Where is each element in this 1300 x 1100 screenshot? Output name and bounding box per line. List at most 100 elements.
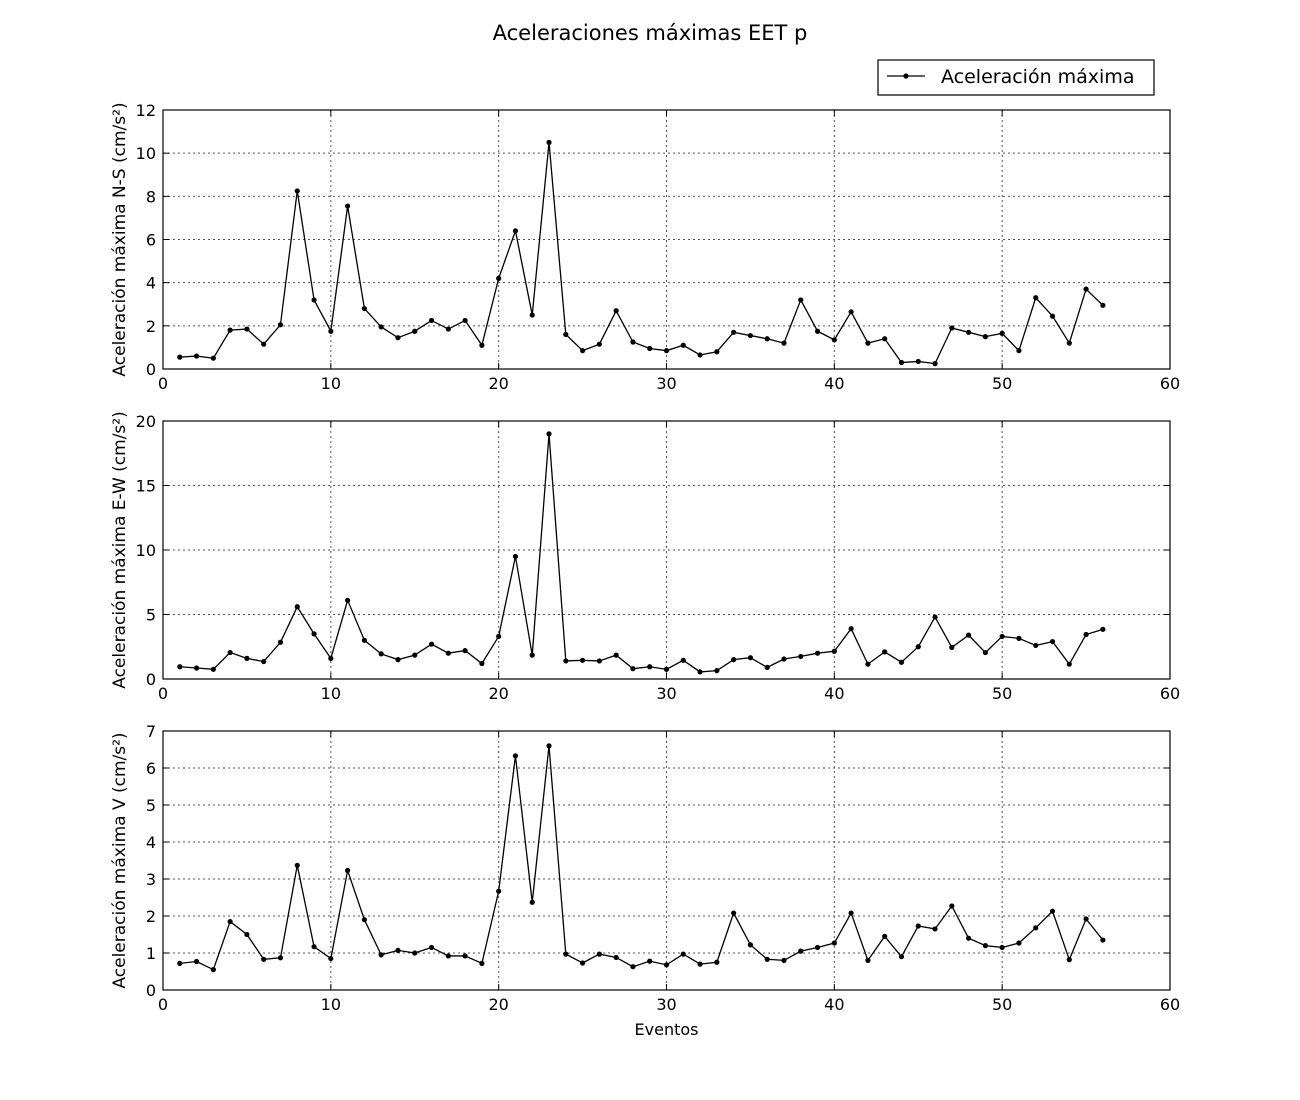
data-point — [579, 960, 586, 966]
data-point — [982, 649, 988, 656]
data-point — [1083, 631, 1089, 638]
y-tick-label: 3 — [146, 870, 156, 889]
x-tick-label: 10 — [321, 684, 341, 703]
data-point — [1066, 661, 1072, 667]
data-point — [261, 341, 267, 347]
x-tick-label: 30 — [656, 684, 676, 703]
x-tick-label: 20 — [488, 374, 508, 393]
data-point — [865, 340, 871, 346]
data-point — [814, 944, 821, 951]
data-point — [731, 657, 737, 663]
data-point — [999, 944, 1005, 951]
data-point — [613, 954, 619, 961]
data-point — [529, 899, 535, 905]
data-point — [244, 655, 250, 661]
subplot-v: 0 10 20 30 40 50 60 0 1 2 3 4 5 6 7 Aceleración máxima … — [110, 722, 1180, 1039]
data-point — [512, 553, 519, 560]
data-point — [882, 336, 888, 342]
data-point — [714, 349, 720, 355]
data-point — [1033, 925, 1039, 931]
data-point — [328, 955, 334, 962]
x-tick-label: 10 — [321, 995, 341, 1014]
data-point — [512, 228, 519, 234]
data-point — [915, 923, 921, 929]
data-point — [764, 336, 770, 342]
data-point — [663, 666, 670, 672]
data-point — [311, 297, 317, 303]
y-tick-label: 4 — [146, 274, 156, 293]
x-tick-label: 0 — [158, 374, 168, 393]
data-point — [781, 340, 787, 346]
y-tick-label: 4 — [146, 833, 156, 852]
x-tick-label: 40 — [824, 684, 844, 703]
data-point — [193, 958, 200, 965]
x-tick-label: 60 — [1160, 374, 1180, 393]
data-point — [1049, 313, 1056, 319]
data-point — [1016, 940, 1022, 946]
data-point — [865, 957, 871, 964]
data-point — [261, 956, 267, 962]
data-point — [546, 431, 552, 437]
data-point — [848, 626, 854, 632]
data-point — [932, 361, 938, 367]
data-point — [512, 753, 519, 759]
data-point — [798, 653, 804, 660]
data-point — [378, 952, 384, 958]
data-point — [798, 948, 804, 954]
data-point — [966, 632, 972, 638]
data-point — [731, 910, 737, 916]
data-point — [1066, 957, 1072, 963]
data-point — [898, 659, 905, 665]
data-point — [277, 639, 284, 645]
data-point — [345, 597, 351, 603]
legend: Aceleración máxima — [877, 59, 1155, 96]
y-tick-label: 5 — [146, 796, 156, 815]
data-point — [462, 317, 468, 324]
data-point — [328, 655, 334, 661]
data-point — [395, 335, 401, 341]
data-point — [697, 961, 703, 967]
data-point — [814, 650, 821, 656]
series-line — [179, 433, 1104, 673]
data-point — [177, 664, 183, 670]
data-point — [966, 329, 972, 335]
data-point — [479, 660, 485, 667]
y-tick-label: 12 — [136, 101, 156, 120]
data-point — [747, 655, 754, 661]
data-point — [496, 275, 502, 281]
legend-marker-swatch — [903, 73, 909, 79]
y-tick-label: 8 — [146, 187, 156, 206]
data-point — [193, 665, 200, 671]
data-point — [462, 953, 468, 959]
data-point — [1083, 916, 1089, 922]
data-point — [848, 910, 854, 916]
data-point — [596, 658, 602, 664]
data-point — [663, 348, 670, 354]
data-point — [781, 656, 787, 662]
data-point — [747, 942, 754, 948]
data-point — [647, 664, 653, 670]
data-point — [277, 322, 284, 328]
x-tick-label: 30 — [656, 995, 676, 1014]
data-point — [647, 958, 653, 964]
data-point — [949, 644, 955, 650]
y-tick-label: 20 — [136, 412, 156, 431]
data-point — [1033, 295, 1039, 301]
data-point — [328, 328, 334, 334]
data-point — [882, 649, 888, 655]
data-point — [294, 188, 300, 194]
data-point — [1083, 286, 1089, 292]
data-point — [445, 650, 451, 656]
data-point — [596, 341, 602, 347]
data-point — [563, 331, 569, 338]
y-tick-label: 10 — [136, 541, 156, 560]
data-point — [445, 326, 451, 332]
data-point — [982, 334, 988, 340]
data-point — [311, 631, 317, 637]
data-point — [395, 657, 401, 663]
data-point — [663, 962, 670, 968]
data-point — [613, 308, 619, 314]
data-point — [563, 951, 569, 957]
data-point — [596, 951, 602, 957]
data-point — [579, 657, 586, 663]
